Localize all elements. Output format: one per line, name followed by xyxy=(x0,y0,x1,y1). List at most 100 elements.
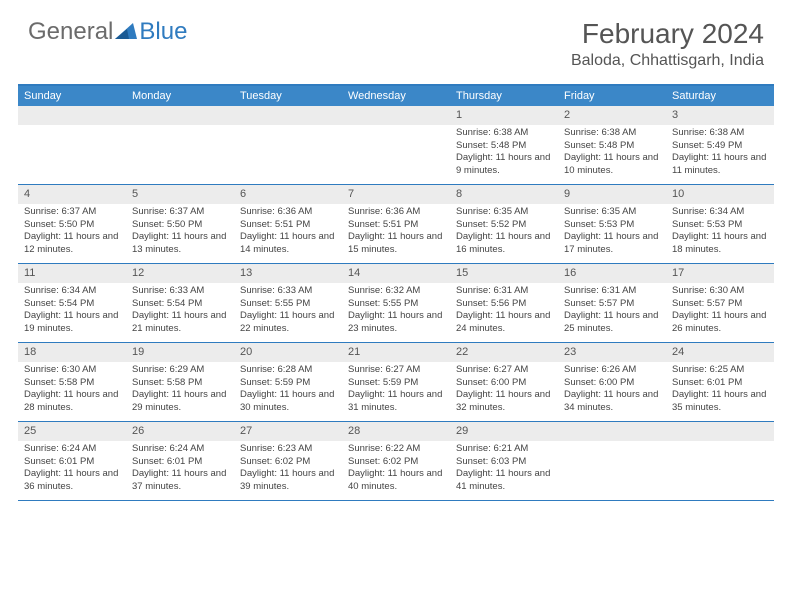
day-details: Sunrise: 6:26 AMSunset: 6:00 PMDaylight:… xyxy=(558,364,666,415)
day-cell: 29Sunrise: 6:21 AMSunset: 6:03 PMDayligh… xyxy=(450,422,558,500)
daylight-line: Daylight: 11 hours and 37 minutes. xyxy=(132,468,228,494)
day-number: 9 xyxy=(558,185,666,204)
day-number xyxy=(18,106,126,125)
day-number: 1 xyxy=(450,106,558,125)
day-number: 4 xyxy=(18,185,126,204)
day-details: Sunrise: 6:36 AMSunset: 5:51 PMDaylight:… xyxy=(234,206,342,257)
day-cell: 28Sunrise: 6:22 AMSunset: 6:02 PMDayligh… xyxy=(342,422,450,500)
day-cell: 6 Sunrise: 6:36 AMSunset: 5:51 PMDaylight… xyxy=(234,185,342,263)
sunrise-line: Sunrise: 6:37 AM xyxy=(132,206,228,219)
day-details: Sunrise: 6:29 AMSunset: 5:58 PMDaylight:… xyxy=(126,364,234,415)
daylight-line: Daylight: 11 hours and 11 minutes. xyxy=(672,152,768,178)
daylight-line: Daylight: 11 hours and 22 minutes. xyxy=(240,310,336,336)
daylight-line: Daylight: 11 hours and 31 minutes. xyxy=(348,389,444,415)
sunrise-line: Sunrise: 6:38 AM xyxy=(456,127,552,140)
day-details: Sunrise: 6:34 AMSunset: 5:54 PMDaylight:… xyxy=(18,285,126,336)
day-cell xyxy=(234,106,342,184)
daylight-line: Daylight: 11 hours and 34 minutes. xyxy=(564,389,660,415)
weekday-header-cell: Tuesday xyxy=(234,86,342,106)
sunset-line: Sunset: 5:57 PM xyxy=(564,298,660,311)
day-details: Sunrise: 6:38 AMSunset: 5:48 PMDaylight:… xyxy=(558,127,666,178)
day-number: 16 xyxy=(558,264,666,283)
sunrise-line: Sunrise: 6:22 AM xyxy=(348,443,444,456)
day-cell: 5Sunrise: 6:37 AMSunset: 5:50 PMDaylight… xyxy=(126,185,234,263)
day-cell xyxy=(558,422,666,500)
day-cell: 17Sunrise: 6:30 AMSunset: 5:57 PMDayligh… xyxy=(666,264,774,342)
day-cell xyxy=(342,106,450,184)
sunrise-line: Sunrise: 6:24 AM xyxy=(24,443,120,456)
daylight-line: Daylight: 11 hours and 23 minutes. xyxy=(348,310,444,336)
day-details: Sunrise: 6:32 AMSunset: 5:55 PMDaylight:… xyxy=(342,285,450,336)
day-details: Sunrise: 6:27 AMSunset: 6:00 PMDaylight:… xyxy=(450,364,558,415)
sunset-line: Sunset: 6:00 PM xyxy=(564,377,660,390)
sunrise-line: Sunrise: 6:38 AM xyxy=(564,127,660,140)
sunset-line: Sunset: 5:51 PM xyxy=(240,219,336,232)
sunset-line: Sunset: 5:54 PM xyxy=(24,298,120,311)
daylight-line: Daylight: 11 hours and 14 minutes. xyxy=(240,231,336,257)
daylight-line: Daylight: 11 hours and 29 minutes. xyxy=(132,389,228,415)
day-number: 2 xyxy=(558,106,666,125)
day-number xyxy=(558,422,666,441)
sunset-line: Sunset: 6:00 PM xyxy=(456,377,552,390)
logo-triangle-icon xyxy=(115,18,137,46)
day-cell: 9 Sunrise: 6:35 AMSunset: 5:53 PMDaylight… xyxy=(558,185,666,263)
sunset-line: Sunset: 5:58 PM xyxy=(132,377,228,390)
day-number: 24 xyxy=(666,343,774,362)
day-number xyxy=(342,106,450,125)
title-block: February 2024 Baloda, Chhattisgarh, Indi… xyxy=(571,18,764,70)
day-details: Sunrise: 6:31 AMSunset: 5:57 PMDaylight:… xyxy=(558,285,666,336)
day-cell: 4Sunrise: 6:37 AMSunset: 5:50 PMDaylight… xyxy=(18,185,126,263)
sunset-line: Sunset: 5:51 PM xyxy=(348,219,444,232)
sunrise-line: Sunrise: 6:29 AM xyxy=(132,364,228,377)
day-details: Sunrise: 6:27 AMSunset: 5:59 PMDaylight:… xyxy=(342,364,450,415)
sunrise-line: Sunrise: 6:30 AM xyxy=(672,285,768,298)
day-cell: 15Sunrise: 6:31 AMSunset: 5:56 PMDayligh… xyxy=(450,264,558,342)
day-details: Sunrise: 6:33 AMSunset: 5:55 PMDaylight:… xyxy=(234,285,342,336)
daylight-line: Daylight: 11 hours and 36 minutes. xyxy=(24,468,120,494)
day-number xyxy=(234,106,342,125)
sunset-line: Sunset: 5:50 PM xyxy=(24,219,120,232)
weekday-header-row: SundayMondayTuesdayWednesdayThursdayFrid… xyxy=(18,86,774,106)
day-cell: 21Sunrise: 6:27 AMSunset: 5:59 PMDayligh… xyxy=(342,343,450,421)
day-cell: 26Sunrise: 6:24 AMSunset: 6:01 PMDayligh… xyxy=(126,422,234,500)
sunrise-line: Sunrise: 6:34 AM xyxy=(672,206,768,219)
sunrise-line: Sunrise: 6:25 AM xyxy=(672,364,768,377)
day-details: Sunrise: 6:37 AMSunset: 5:50 PMDaylight:… xyxy=(126,206,234,257)
sunrise-line: Sunrise: 6:24 AM xyxy=(132,443,228,456)
day-cell: 7Sunrise: 6:36 AMSunset: 5:51 PMDaylight… xyxy=(342,185,450,263)
day-number: 13 xyxy=(234,264,342,283)
weekday-header-cell: Monday xyxy=(126,86,234,106)
day-details: Sunrise: 6:35 AMSunset: 5:53 PMDaylight:… xyxy=(558,206,666,257)
day-details: Sunrise: 6:33 AMSunset: 5:54 PMDaylight:… xyxy=(126,285,234,336)
daylight-line: Daylight: 11 hours and 16 minutes. xyxy=(456,231,552,257)
day-details: Sunrise: 6:35 AMSunset: 5:52 PMDaylight:… xyxy=(450,206,558,257)
day-number: 27 xyxy=(234,422,342,441)
day-cell: 19Sunrise: 6:29 AMSunset: 5:58 PMDayligh… xyxy=(126,343,234,421)
day-cell: 14 Sunrise: 6:32 AMSunset: 5:55 PMDayligh… xyxy=(342,264,450,342)
day-details: Sunrise: 6:22 AMSunset: 6:02 PMDaylight:… xyxy=(342,443,450,494)
day-cell: 23Sunrise: 6:26 AMSunset: 6:00 PMDayligh… xyxy=(558,343,666,421)
sunset-line: Sunset: 6:02 PM xyxy=(348,456,444,469)
daylight-line: Daylight: 11 hours and 19 minutes. xyxy=(24,310,120,336)
day-number: 25 xyxy=(18,422,126,441)
day-cell: 13 Sunrise: 6:33 AMSunset: 5:55 PMDayligh… xyxy=(234,264,342,342)
week-row: 1Sunrise: 6:38 AMSunset: 5:48 PMDaylight… xyxy=(18,106,774,185)
day-details: Sunrise: 6:28 AMSunset: 5:59 PMDaylight:… xyxy=(234,364,342,415)
daylight-line: Daylight: 11 hours and 26 minutes. xyxy=(672,310,768,336)
day-number: 6 xyxy=(234,185,342,204)
daylight-line: Daylight: 11 hours and 12 minutes. xyxy=(24,231,120,257)
daylight-line: Daylight: 11 hours and 32 minutes. xyxy=(456,389,552,415)
weekday-header-cell: Friday xyxy=(558,86,666,106)
daylight-line: Daylight: 11 hours and 35 minutes. xyxy=(672,389,768,415)
day-number: 15 xyxy=(450,264,558,283)
day-number xyxy=(126,106,234,125)
day-number: 8 xyxy=(450,185,558,204)
day-details: Sunrise: 6:21 AMSunset: 6:03 PMDaylight:… xyxy=(450,443,558,494)
daylight-line: Daylight: 11 hours and 18 minutes. xyxy=(672,231,768,257)
sunset-line: Sunset: 5:53 PM xyxy=(672,219,768,232)
sunset-line: Sunset: 5:50 PM xyxy=(132,219,228,232)
daylight-line: Daylight: 11 hours and 17 minutes. xyxy=(564,231,660,257)
day-number: 3 xyxy=(666,106,774,125)
daylight-line: Daylight: 11 hours and 24 minutes. xyxy=(456,310,552,336)
day-number: 14 xyxy=(342,264,450,283)
